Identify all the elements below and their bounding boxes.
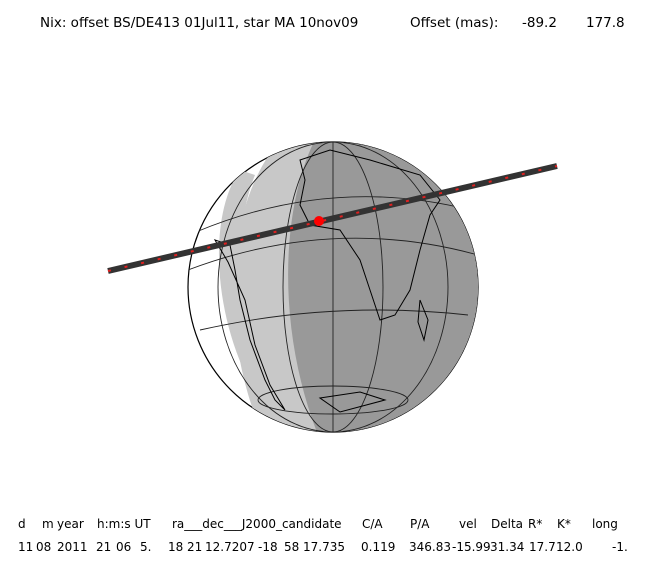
column-header: h:m:s UT [97, 517, 151, 531]
column-header: m [42, 517, 54, 531]
cell: -15.99 [452, 540, 491, 554]
cell: 21 [96, 540, 111, 554]
column-header: ra___dec___J2000_candidate [172, 517, 342, 531]
cell: 0.119 [361, 540, 395, 554]
table-row: 11 08 2011 21 06 5. 18 21 12.7207 -18 58… [18, 540, 628, 554]
column-header: R* [528, 517, 542, 531]
column-header: long [592, 517, 618, 531]
column-header: P/A [410, 517, 430, 531]
occultation-path [107, 163, 558, 274]
column-header: Delta [491, 517, 523, 531]
offset-label: Offset (mas): [410, 15, 498, 31]
column-header: vel [459, 517, 477, 531]
cell: 08 [36, 540, 51, 554]
column-header: d [18, 517, 26, 531]
column-header: K* [557, 517, 571, 531]
cell: 17.7 [529, 540, 556, 554]
column-header: year [57, 517, 84, 531]
cell: 21 [187, 540, 202, 554]
cell: -1. [612, 540, 628, 554]
cell: 31.34 [490, 540, 524, 554]
cell: -18 [258, 540, 278, 554]
cell: 18 [168, 540, 183, 554]
offset-value: 177.8 [586, 15, 625, 31]
cell: 5. [140, 540, 151, 554]
table-header: d m year h:m:s UT ra___dec___J2000_candi… [18, 517, 618, 531]
title: Nix: offset BS/DE413 01Jul11, star MA 10… [40, 15, 358, 31]
cell: 2011 [57, 540, 88, 554]
cell: 346.83 [409, 540, 451, 554]
offset-value: -89.2 [522, 15, 557, 31]
cell: 12.0 [556, 540, 583, 554]
globe [187, 141, 479, 433]
column-header: C/A [362, 517, 383, 531]
cell: 06 [116, 540, 131, 554]
cell: 11 [18, 540, 33, 554]
cell: 12.7207 [205, 540, 255, 554]
cell: 17.735 [303, 540, 345, 554]
cell: 58 [284, 540, 299, 554]
